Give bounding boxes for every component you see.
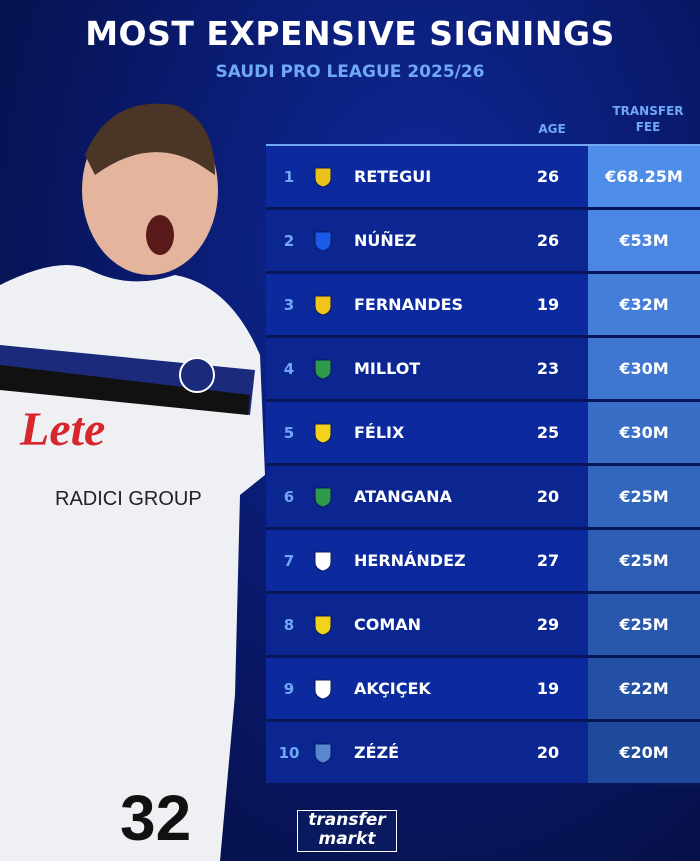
page-subtitle: SAUDI PRO LEAGUE 2025/26 xyxy=(215,62,485,82)
transfer-fee: €53M xyxy=(588,210,700,271)
rank: 4 xyxy=(283,359,295,378)
club-badge-icon xyxy=(312,421,334,445)
age-header: AGE xyxy=(538,122,566,136)
player-age: 25 xyxy=(536,423,560,442)
club-badge-icon xyxy=(312,229,334,253)
player-name: MILLOT xyxy=(354,359,421,378)
player-name: NÚÑEZ xyxy=(354,231,417,250)
rank: 8 xyxy=(283,615,295,634)
transfer-fee: €68.25M xyxy=(588,146,700,207)
club-badge-icon xyxy=(312,741,334,765)
transfer-fee: €30M xyxy=(588,338,700,399)
transfer-fee: €30M xyxy=(588,402,700,463)
rank: 9 xyxy=(283,679,295,698)
rank: 7 xyxy=(283,551,295,570)
rank: 5 xyxy=(283,423,295,442)
logo-line2: markt xyxy=(318,829,376,849)
logo-line1: transfer xyxy=(308,810,386,830)
transfer-fee: €25M xyxy=(588,530,700,591)
table-row: 10 ZÉZÉ 20 €20M xyxy=(266,722,700,786)
player-name: AKÇIÇEK xyxy=(354,679,431,698)
transfermarkt-logo: transfer markt xyxy=(297,810,397,852)
table-row: 1 RETEGUI 26 €68.25M xyxy=(266,146,700,210)
player-age: 26 xyxy=(536,231,560,250)
transfer-fee: €22M xyxy=(588,658,700,719)
table-row: 2 NÚÑEZ 26 €53M xyxy=(266,210,700,274)
rank: 2 xyxy=(283,231,295,250)
club-badge-icon xyxy=(312,485,334,509)
transfer-fee: €20M xyxy=(588,722,700,783)
table-row: 3 FERNANDES 19 €32M xyxy=(266,274,700,338)
club-badge-icon xyxy=(312,549,334,573)
club-badge-icon xyxy=(312,293,334,317)
player-name: RETEGUI xyxy=(354,167,432,186)
player-name: COMAN xyxy=(354,615,422,634)
player-age: 20 xyxy=(536,743,560,762)
table-row: 4 MILLOT 23 €30M xyxy=(266,338,700,402)
transfer-fee: €25M xyxy=(588,466,700,527)
player-age: 26 xyxy=(536,167,560,186)
player-age: 27 xyxy=(536,551,560,570)
fee-header-line1: TRANSFER xyxy=(612,104,684,118)
sponsor-text: Lete xyxy=(19,403,105,456)
rank: 3 xyxy=(283,295,295,314)
shirt-number: 32 xyxy=(120,782,191,854)
player-name: ZÉZÉ xyxy=(354,743,400,762)
transfer-fee: €32M xyxy=(588,274,700,335)
club-badge-icon xyxy=(312,613,334,637)
club-badge-icon xyxy=(312,165,334,189)
table-row: 9 AKÇIÇEK 19 €22M xyxy=(266,658,700,722)
player-photo: Lete RADICI GROUP 32 xyxy=(0,103,265,861)
player-age: 29 xyxy=(536,615,560,634)
rank: 1 xyxy=(283,167,295,186)
table-row: 8 COMAN 29 €25M xyxy=(266,594,700,658)
club-badge-icon xyxy=(312,357,334,381)
fee-header-line2: FEE xyxy=(635,120,661,134)
player-name: HERNÁNDEZ xyxy=(354,551,466,570)
player-age: 19 xyxy=(536,295,560,314)
rank: 10 xyxy=(278,743,300,762)
player-age: 20 xyxy=(536,487,560,506)
signings-table: 1 RETEGUI 26 €68.25M 2 NÚÑEZ 26 €53M 3 FER… xyxy=(266,144,700,786)
club-badge-icon xyxy=(312,677,334,701)
rank: 6 xyxy=(283,487,295,506)
player-name: FERNANDES xyxy=(354,295,464,314)
player-age: 19 xyxy=(536,679,560,698)
page-title: MOST EXPENSIVE SIGNINGS xyxy=(85,14,615,53)
sponsor2-text: RADICI GROUP xyxy=(55,488,202,510)
table-row: 7 HERNÁNDEZ 27 €25M xyxy=(266,530,700,594)
player-name: FÉLIX xyxy=(354,423,405,442)
table-row: 6 ATANGANA 20 €25M xyxy=(266,466,700,530)
table-row: 5 FÉLIX 25 €30M xyxy=(266,402,700,466)
player-age: 23 xyxy=(536,359,560,378)
player-name: ATANGANA xyxy=(354,487,452,506)
transfer-fee: €25M xyxy=(588,594,700,655)
